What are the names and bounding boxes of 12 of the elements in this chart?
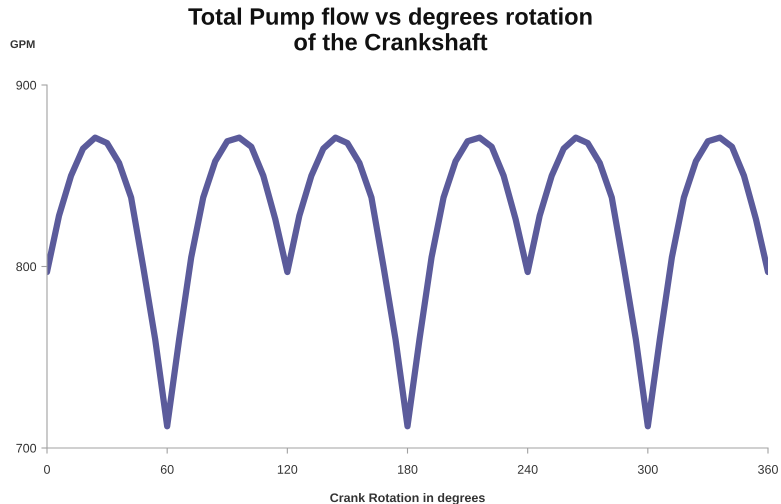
x-tick-label: 60 (160, 464, 174, 474)
x-tick-label: 180 (398, 464, 418, 474)
x-tick-label: 0 (44, 464, 50, 474)
y-tick-label: 700 (16, 444, 36, 453)
y-tick-label: 800 (16, 262, 36, 272)
x-tick-label: 240 (518, 464, 538, 474)
x-tick-label: 300 (638, 464, 658, 474)
x-tick-label: 120 (278, 464, 298, 474)
y-axis-title: GPM (10, 40, 35, 48)
y-tick-label: 900 (16, 80, 36, 90)
chart-title: Total Pump flow vs degrees rotation of the Crankshaft (188, 8, 592, 50)
x-tick-label: 360 (758, 464, 778, 474)
